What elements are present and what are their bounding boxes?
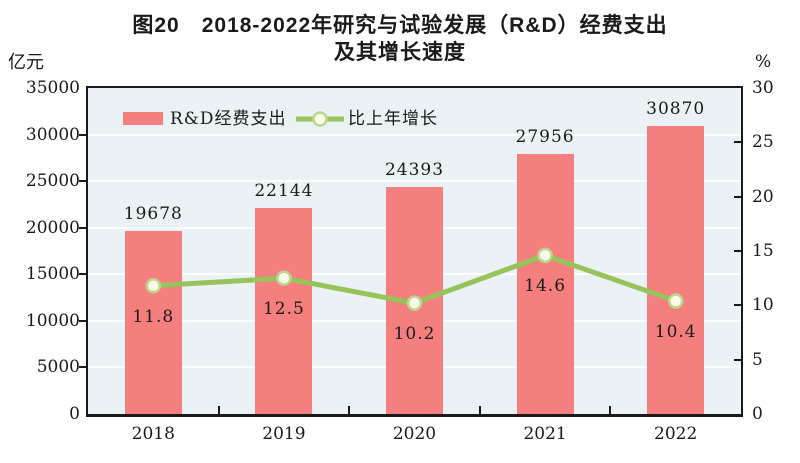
left-tick-label-15000: 15000 <box>25 264 80 285</box>
right-tick-label-5: 5 <box>752 349 763 370</box>
x-axis-tick <box>478 406 481 414</box>
chart-title: 图20 2018-2022年研究与试验发展（R&D）经费支出 及其增长速度 <box>0 12 800 66</box>
legend-line-label: 比上年增长 <box>348 109 438 129</box>
left-axis-tick <box>79 180 86 183</box>
x-tick-label-2021: 2021 <box>523 424 567 444</box>
x-axis-tick <box>348 406 351 414</box>
bar-2021 <box>516 153 574 414</box>
right-tick-label-10: 10 <box>752 295 774 316</box>
gridline <box>88 180 741 183</box>
x-axis-tick <box>609 406 612 414</box>
growth-point-2021 <box>537 247 553 264</box>
chart-title-line2: 及其增长速度 <box>334 41 466 64</box>
left-axis-tick <box>79 133 86 136</box>
growth-point-2020 <box>406 295 423 311</box>
left-axis-tick <box>79 226 86 229</box>
legend-line-icon <box>296 111 344 127</box>
right-axis-tick <box>734 250 741 252</box>
right-tick-label-20: 20 <box>752 186 774 207</box>
bar-2018 <box>124 230 182 414</box>
growth-value-label-2018: 11.8 <box>132 306 175 327</box>
right-tick-label-15: 15 <box>752 241 774 261</box>
right-axis-tick <box>734 141 741 144</box>
growth-point-2022 <box>667 293 684 309</box>
left-axis-tick <box>79 319 86 322</box>
bar-value-label-2019: 22144 <box>254 180 314 201</box>
left-tick-label-5000: 5000 <box>36 357 80 378</box>
growth-point-2019 <box>276 270 292 286</box>
bar-2022 <box>647 126 705 414</box>
left-tick-label-30000: 30000 <box>25 124 80 145</box>
bar-value-label-2021: 27956 <box>515 126 575 147</box>
left-axis-tick <box>79 273 86 276</box>
left-axis-unit-label: 亿元 <box>8 52 44 73</box>
left-tick-label-10000: 10000 <box>25 310 80 331</box>
legend-bar-label: R&D经费支出 <box>170 109 287 129</box>
x-tick-label-2018: 2018 <box>131 424 175 444</box>
right-tick-label-25: 25 <box>752 132 774 153</box>
right-axis-tick <box>734 358 741 361</box>
left-tick-label-20000: 20000 <box>25 217 80 238</box>
gridline <box>88 133 741 136</box>
growth-line-layer <box>145 247 684 311</box>
right-axis-unit-label: % <box>755 52 772 72</box>
right-axis-tick <box>734 304 741 307</box>
right-axis-tick <box>734 195 741 198</box>
chart-title-line1: 图20 2018-2022年研究与试验发展（R&D）经费支出 <box>132 14 668 37</box>
bar-value-label-2022: 30870 <box>646 99 706 120</box>
left-tick-label-35000: 35000 <box>25 78 80 98</box>
x-tick-label-2022: 2022 <box>654 424 698 444</box>
right-tick-label-30: 30 <box>752 78 774 98</box>
legend-bar-swatch <box>123 112 163 125</box>
bar-value-label-2018: 19678 <box>123 203 183 224</box>
left-tick-label-0: 0 <box>69 404 80 424</box>
legend-line-swatch <box>294 105 346 138</box>
bar-value-label-2020: 24393 <box>384 159 445 180</box>
x-tick-label-2020: 2020 <box>392 424 437 444</box>
growth-value-label-2019: 12.5 <box>262 299 305 320</box>
x-axis-tick <box>217 406 220 414</box>
right-tick-label-0: 0 <box>752 404 763 424</box>
growth-value-label-2022: 10.4 <box>654 321 697 342</box>
left-tick-label-25000: 25000 <box>25 171 80 192</box>
x-tick-label-2019: 2019 <box>262 424 306 444</box>
growth-point-2018 <box>145 278 162 294</box>
growth-value-label-2020: 10.2 <box>393 324 436 345</box>
plot-area: 19678 22144 24393 27956 30870 11.8 12.5 10.2 14.… <box>86 86 743 417</box>
left-axis-tick <box>79 366 86 369</box>
bar-2019 <box>255 207 313 414</box>
growth-value-label-2021: 14.6 <box>524 276 567 297</box>
